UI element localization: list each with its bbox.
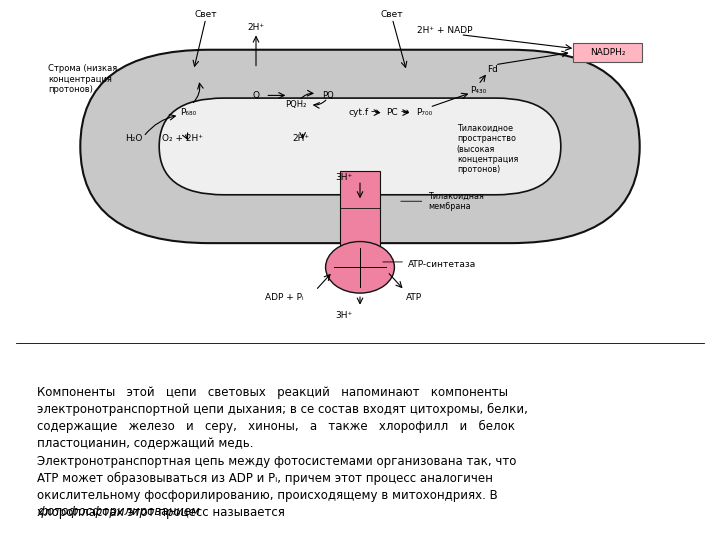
Text: P₄₃₀: P₄₃₀ — [470, 85, 487, 94]
Text: ADP + Pᵢ: ADP + Pᵢ — [266, 293, 304, 302]
Text: 3H⁺: 3H⁺ — [336, 173, 353, 182]
Bar — [573, 43, 642, 62]
Text: H₂O: H₂O — [125, 134, 143, 143]
Text: ATP: ATP — [406, 293, 422, 302]
Text: →: → — [371, 107, 379, 118]
Text: 2H⁺: 2H⁺ — [248, 23, 264, 32]
Text: NADPH₂: NADPH₂ — [590, 48, 625, 57]
Text: P₆₈₀: P₆₈₀ — [180, 108, 196, 117]
Text: Свет: Свет — [194, 10, 217, 19]
FancyBboxPatch shape — [81, 50, 639, 243]
Text: 3H⁺: 3H⁺ — [336, 311, 353, 320]
Text: Компоненты   этой   цепи   световых   реакций   напоминают   компоненты
электрон: Компоненты этой цепи световых реакций на… — [37, 386, 528, 450]
Text: cyt.f: cyt.f — [348, 108, 369, 117]
Text: PQ: PQ — [322, 91, 333, 100]
Circle shape — [325, 241, 395, 293]
Text: Электронотранспортная цепь между фотосистемами организована так, что
ATP может о: Электронотранспортная цепь между фотосис… — [37, 455, 517, 519]
Text: →: → — [400, 107, 408, 118]
Text: ATP-синтетаза: ATP-синтетаза — [408, 260, 477, 269]
Text: PC: PC — [387, 108, 398, 117]
Text: P₇₀₀: P₇₀₀ — [416, 108, 433, 117]
Text: O₂ + 2H⁺: O₂ + 2H⁺ — [162, 134, 203, 143]
Text: 2H⁺: 2H⁺ — [292, 134, 310, 143]
Bar — [341, 171, 379, 246]
Text: 2H⁺ + NADP: 2H⁺ + NADP — [417, 26, 472, 36]
Text: фотофосфорилированием: фотофосфорилированием — [37, 505, 200, 518]
Text: Свет: Свет — [381, 10, 404, 19]
Text: Q: Q — [253, 91, 259, 100]
Text: Тилакоидное
пространство
(высокая
концентрация
протонов): Тилакоидное пространство (высокая концен… — [456, 124, 518, 174]
FancyBboxPatch shape — [159, 98, 561, 195]
Text: PQH₂: PQH₂ — [285, 100, 306, 109]
Text: Fd: Fd — [487, 65, 498, 74]
Text: Тилакоидная
мембрана: Тилакоидная мембрана — [428, 192, 484, 211]
Text: Строма (низкая
концентрация
протонов): Строма (низкая концентрация протонов) — [48, 64, 117, 94]
